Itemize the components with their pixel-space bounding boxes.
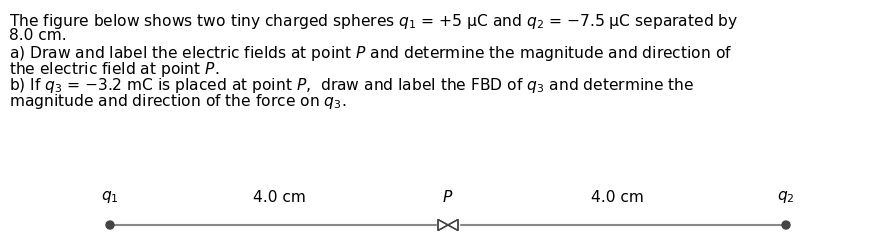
Text: $P$: $P$ [443,189,453,205]
Text: 4.0 cm: 4.0 cm [253,190,306,205]
Text: the electric field at point $P$.: the electric field at point $P$. [9,60,220,79]
Text: 4.0 cm: 4.0 cm [590,190,643,205]
Text: magnitude and direction of the force on $q_3$.: magnitude and direction of the force on … [9,92,346,111]
Circle shape [782,221,790,229]
Text: The figure below shows two tiny charged spheres $q_1$ = +5 μC and $q_2$ = −7.5 μ: The figure below shows two tiny charged … [9,12,738,31]
Text: 8.0 cm.: 8.0 cm. [9,28,66,43]
Text: $q_2$: $q_2$ [777,189,795,205]
Text: $q_1$: $q_1$ [101,189,119,205]
Text: a) Draw and label the electric fields at point $P$ and determine the magnitude a: a) Draw and label the electric fields at… [9,44,732,63]
Text: b) If $q_3$ = −3.2 mC is placed at point $P$,  draw and label the FBD of $q_3$ a: b) If $q_3$ = −3.2 mC is placed at point… [9,76,694,95]
Circle shape [106,221,114,229]
